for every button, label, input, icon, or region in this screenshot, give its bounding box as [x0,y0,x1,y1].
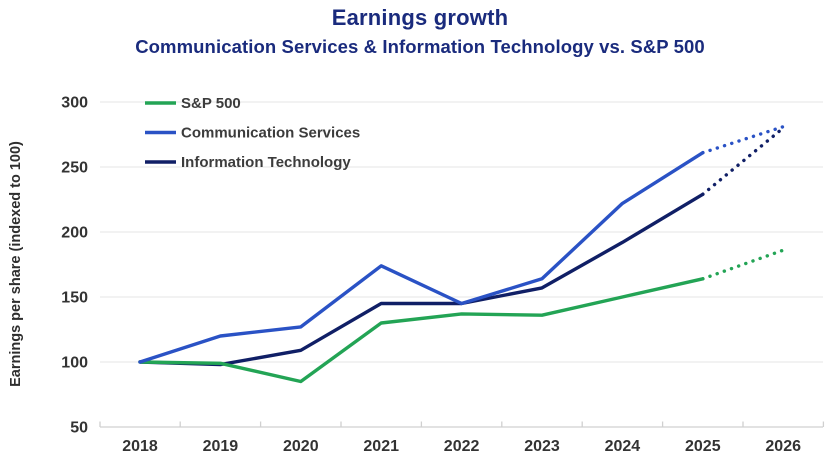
y-tick-label: 50 [70,420,88,437]
x-tick-label: 2021 [363,438,399,455]
x-tick-label: 2023 [524,438,560,455]
x-tick-label: 2020 [283,438,319,455]
series-forecast-information-technology [701,126,785,197]
y-tick-label: 150 [61,290,88,307]
series-line-s-p-500 [138,277,705,384]
x-tick-label: 2019 [203,438,239,455]
legend-label-s-p-500: S&P 500 [181,95,241,112]
x-tick-label: 2022 [444,438,480,455]
legend-label-communication-services: Communication Services [181,125,360,142]
series-forecast-s-p-500 [701,248,785,281]
series-forecast-communication-services [701,124,785,155]
y-tick-label: 300 [61,95,88,112]
y-tick-label: 100 [61,355,88,372]
y-tick-label: 250 [61,160,88,177]
page-title: Earnings growth [331,5,509,30]
y-tick-label: 200 [61,225,88,242]
x-tick-label: 2018 [122,438,158,455]
series-line-information-technology [138,192,705,367]
x-tick-label: 2026 [765,438,801,455]
x-tick-label: 2024 [605,438,641,455]
x-tick-label: 2025 [685,438,721,455]
y-axis-title: Earnings per share (indexed to 100) [8,141,24,387]
series-line-communication-services [138,150,705,364]
page-subtitle: Communication Services & Information Tec… [135,36,705,57]
legend-label-information-technology: Information Technology [181,154,351,171]
